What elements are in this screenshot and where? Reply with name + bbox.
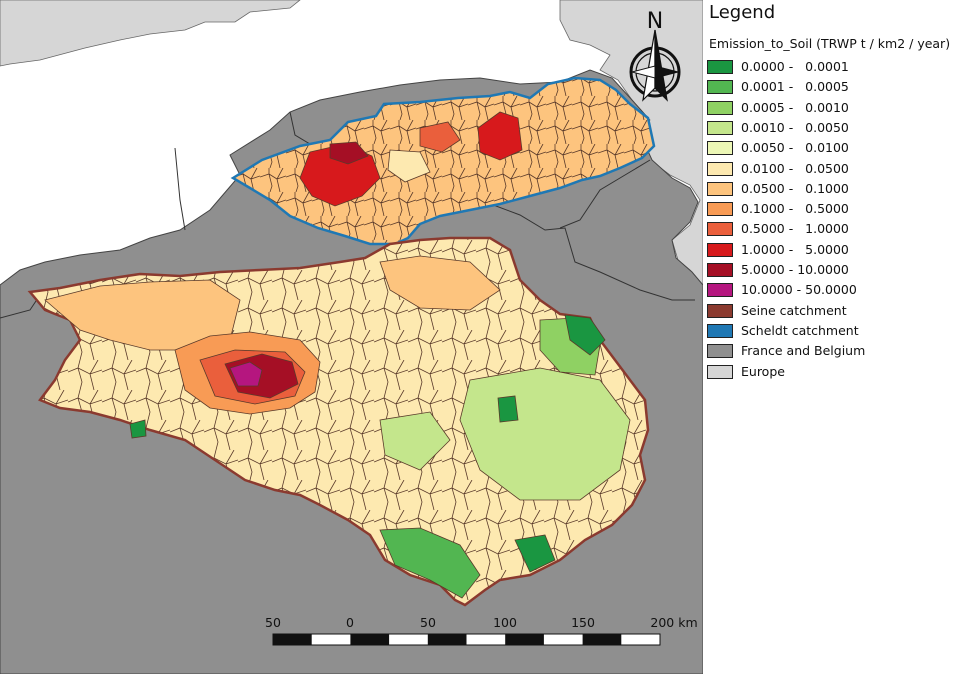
legend-item-class: 0.0001 - 0.0005	[707, 79, 957, 96]
legend-panel: Legend Emission_to_Soil (TRWP t / km2 / …	[703, 0, 960, 674]
legend-label: 5.0000 - 10.0000	[741, 262, 849, 277]
seine-region-south-darkgreen	[514, 534, 556, 573]
legend-item-class: 0.5000 - 1.0000	[707, 221, 957, 238]
legend-swatch	[707, 222, 733, 237]
legend-label: 0.0005 - 0.0010	[741, 99, 849, 115]
legend-swatch	[707, 80, 733, 95]
scale-tick-label: 0	[346, 615, 354, 630]
legend-label: Scheldt catchment	[741, 322, 859, 338]
legend-subtitle: Emission_to_Soil (TRWP t / km2 / year)	[709, 36, 951, 51]
seine-region-south-green	[379, 527, 481, 599]
legend-label: 10.0000 - 50.0000	[741, 282, 857, 298]
legend-swatch	[707, 323, 733, 338]
country-borders	[0, 111, 695, 319]
legend-label: Seine catchment	[741, 302, 847, 318]
legend-swatch	[707, 263, 733, 277]
legend-swatch	[707, 283, 733, 298]
north-arrow	[629, 29, 681, 102]
legend-label: Europe	[741, 363, 785, 379]
seine-region-mid-lightgreen	[379, 411, 451, 471]
legend-label: France and Belgium	[741, 343, 866, 359]
legend-swatch	[707, 120, 733, 135]
scheldt-hotspot-4	[419, 121, 461, 153]
legend-swatch	[707, 364, 733, 379]
scale-tick-label: 100	[493, 615, 517, 630]
legend-label: 0.0050 - 0.0100	[741, 140, 849, 156]
seine-region-paris-center	[229, 361, 263, 387]
legend-item-layer: Scheldt catchment	[707, 323, 957, 340]
legend-swatch	[707, 161, 733, 176]
legend-label: 0.1000 - 0.5000	[741, 201, 849, 217]
legend-label: 0.0001 - 0.0005	[741, 79, 849, 95]
seine-region-west-darkgreen	[129, 419, 147, 439]
map-canvas: N 50 0 50 100 150 200 km	[0, 0, 703, 674]
north-label: N	[647, 9, 663, 34]
legend-swatch	[707, 141, 733, 156]
legend-item-layer: Seine catchment	[707, 303, 957, 320]
legend-item-class: 0.0010 - 0.0050	[707, 120, 957, 137]
legend-item-class: 0.0000 - 0.0001	[707, 59, 957, 76]
legend-label: 0.0010 - 0.0050	[741, 119, 849, 135]
legend-swatch	[707, 303, 733, 318]
legend-item-layer: Europe	[707, 364, 957, 381]
scheldt-hotspot-2	[329, 141, 369, 165]
legend-swatch	[707, 60, 733, 74]
legend-item-class: 5.0000 - 10.0000	[707, 262, 957, 279]
scale-tick-label: 50	[265, 615, 281, 630]
legend-item-class: 10.0000 - 50.0000	[707, 282, 957, 299]
scale-tick-label: 150	[571, 615, 595, 630]
seine-region-north-orange	[379, 255, 501, 311]
legend-item-class: 0.1000 - 0.5000	[707, 201, 957, 218]
seine-region-mid-darkgreen	[497, 395, 519, 423]
europe-uk-coast	[0, 0, 301, 67]
seine-region-east-darkgreen	[564, 314, 606, 356]
legend-label: 0.0000 - 0.0001	[741, 59, 849, 74]
legend-label: 1.0000 - 5.0000	[741, 241, 849, 257]
legend-item-class: 0.0050 - 0.0100	[707, 140, 957, 157]
legend-item-class: 0.0100 - 0.0500	[707, 161, 957, 178]
legend-item-class: 0.0500 - 0.1000	[707, 181, 957, 198]
scheldt-hotspot-3	[477, 111, 523, 161]
legend-label: 0.0100 - 0.0500	[741, 160, 849, 176]
scale-bar: 50 0 50 100 150 200 km	[265, 615, 698, 646]
legend-label: 0.0500 - 0.1000	[741, 180, 849, 196]
legend-item-class: 1.0000 - 5.0000	[707, 242, 957, 259]
legend-swatch	[707, 344, 733, 359]
legend-item-layer: France and Belgium	[707, 343, 957, 360]
legend-swatch	[707, 242, 733, 257]
scheldt-hotspot-5	[387, 149, 431, 183]
legend-swatch	[707, 202, 733, 217]
scale-tick-label: 50	[420, 615, 436, 630]
legend-swatch	[707, 181, 733, 196]
scale-tick-label: 200 km	[650, 615, 697, 630]
map-svg: N 50 0 50 100 150 200 km	[0, 0, 703, 674]
legend-label: 0.5000 - 1.0000	[741, 221, 849, 237]
legend-item-class: 0.0005 - 0.0010	[707, 100, 957, 117]
legend-swatch	[707, 100, 733, 115]
legend-title: Legend	[709, 2, 776, 23]
